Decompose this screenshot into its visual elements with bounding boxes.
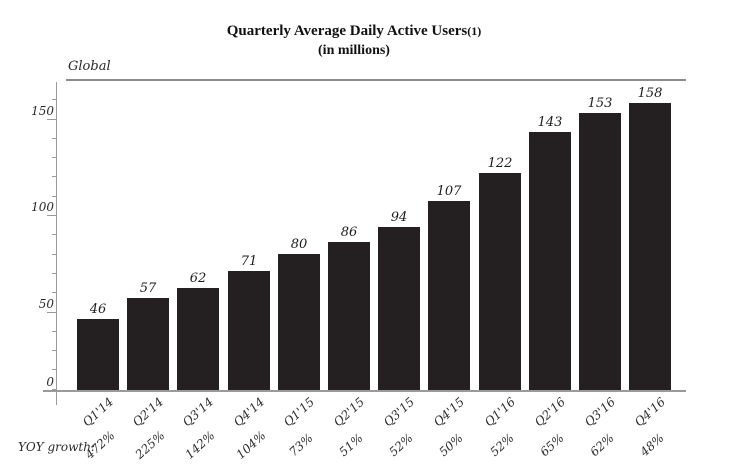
y-axis-label: 0 bbox=[46, 375, 54, 389]
y-axis-minor-tick bbox=[52, 292, 56, 293]
y-axis-label: 150 bbox=[31, 104, 54, 118]
y-axis-minor-tick bbox=[52, 99, 56, 100]
bar-value-label: 158 bbox=[637, 86, 663, 101]
y-axis-minor-tick bbox=[52, 273, 56, 274]
bar-Q3'14 bbox=[177, 288, 219, 390]
bar-value-label: 86 bbox=[340, 225, 358, 240]
y-axis-label: 100 bbox=[31, 200, 54, 214]
y-axis-minor-tick bbox=[52, 157, 56, 158]
bar-Q2'16 bbox=[529, 132, 571, 390]
top-border-line bbox=[66, 79, 686, 81]
y-axis-line bbox=[56, 82, 57, 405]
bar-Q2'14 bbox=[127, 298, 169, 390]
bar-value-label: 107 bbox=[436, 184, 462, 199]
y-axis-minor-tick bbox=[52, 176, 56, 177]
y-axis-major-tick bbox=[47, 215, 56, 216]
y-axis-minor-tick bbox=[52, 138, 56, 139]
y-axis-label: 50 bbox=[38, 297, 54, 311]
chart-title-footnote: (1) bbox=[467, 24, 482, 38]
chart-title: Quarterly Average Daily Active Users(1) … bbox=[0, 22, 708, 60]
bar-Q3'15 bbox=[378, 227, 420, 390]
y-axis-minor-tick bbox=[52, 369, 56, 370]
yoy-growth-caption: YOY growth: bbox=[18, 440, 96, 454]
bar-value-label: 153 bbox=[587, 96, 613, 111]
y-axis-major-tick bbox=[47, 312, 56, 313]
bar-value-label: 94 bbox=[390, 210, 408, 225]
bar-value-label: 71 bbox=[240, 254, 258, 269]
y-axis-minor-tick bbox=[52, 389, 56, 390]
bar-Q3'16 bbox=[579, 113, 621, 390]
y-axis-minor-tick bbox=[52, 254, 56, 255]
bar-value-label: 122 bbox=[487, 156, 513, 171]
y-axis-minor-tick bbox=[52, 196, 56, 197]
bar-Q1'16 bbox=[479, 173, 521, 390]
bar-Q4'15 bbox=[428, 201, 470, 390]
chart-subtitle: (in millions) bbox=[318, 43, 390, 58]
bar-value-label: 57 bbox=[139, 281, 157, 296]
bar-Q2'15 bbox=[328, 242, 370, 390]
bar-value-label: 46 bbox=[89, 302, 107, 317]
bar-Q4'14 bbox=[228, 271, 270, 390]
bar-value-label: 143 bbox=[537, 115, 563, 130]
chart-title-text: Quarterly Average Daily Active Users bbox=[226, 23, 468, 39]
y-axis-minor-tick bbox=[52, 350, 56, 351]
y-axis-major-tick bbox=[47, 119, 56, 120]
legend-global-label: Global bbox=[68, 59, 111, 74]
y-axis-minor-tick bbox=[52, 234, 56, 235]
bar-Q1'15 bbox=[278, 254, 320, 390]
bar-value-label: 62 bbox=[189, 271, 207, 286]
bar-Q4'16 bbox=[629, 103, 671, 390]
bar-Q1'14 bbox=[77, 319, 119, 390]
y-axis-minor-tick bbox=[52, 331, 56, 332]
x-axis-line bbox=[43, 390, 686, 392]
bar-value-label: 80 bbox=[290, 237, 308, 252]
